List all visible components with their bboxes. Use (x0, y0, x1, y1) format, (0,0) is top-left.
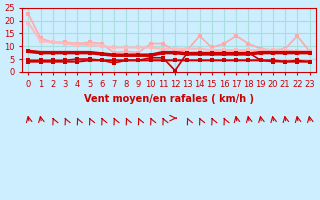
X-axis label: Vent moyen/en rafales ( km/h ): Vent moyen/en rafales ( km/h ) (84, 94, 254, 104)
